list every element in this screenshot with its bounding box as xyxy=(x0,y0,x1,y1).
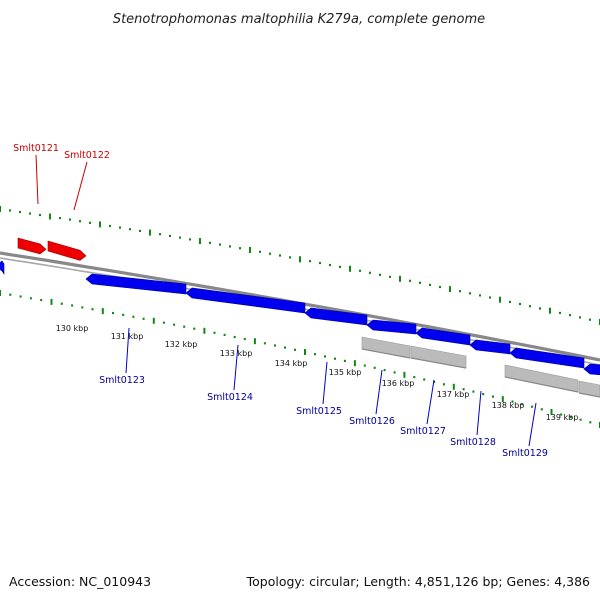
map-title: Stenotrophomonas maltophilia K279a, comp… xyxy=(113,12,485,27)
rna-feature-block xyxy=(361,336,411,359)
gene-label-smlt0125: Smlt0125 xyxy=(296,406,342,417)
feature-track xyxy=(0,237,600,398)
gene-label-smlt0124: Smlt0124 xyxy=(207,392,253,403)
rna-feature-block xyxy=(504,364,579,393)
gene-leader-line xyxy=(476,390,482,436)
scale-tick-label: 135 kbp xyxy=(329,368,362,377)
gene-label-smlt0129: Smlt0129 xyxy=(502,448,548,459)
label-leader-lines xyxy=(35,154,537,447)
forward-strand-gene-arrow xyxy=(17,237,47,255)
rna-feature-edge xyxy=(410,357,467,369)
rna-feature-edge xyxy=(578,392,600,398)
rna-feature-block xyxy=(410,345,467,369)
scale-tick-label: 137 kbp xyxy=(437,390,470,399)
scale-tick-label: 134 kbp xyxy=(275,359,308,368)
reverse-strand-gene-arrow xyxy=(185,287,306,314)
reverse-strand-gene-arrow xyxy=(469,339,511,355)
rna-feature-edge xyxy=(361,348,411,359)
gene-label-smlt0126: Smlt0126 xyxy=(349,416,395,427)
scale-tick-label: 131 kbp xyxy=(111,332,144,341)
outer-tick-track xyxy=(0,206,600,325)
scale-tick-label: 138 kbp xyxy=(492,401,525,410)
forward-strand-gene-arrow xyxy=(47,240,87,261)
gene-leader-line xyxy=(125,327,130,374)
gene-label-smlt0121: Smlt0121 xyxy=(13,143,59,154)
gene-label-smlt0128: Smlt0128 xyxy=(450,437,496,448)
scale-labels: 130 kbp 131 kbp 132 kbp 133 kbp 134 kbp 135 k… xyxy=(56,324,579,422)
scale-tick-label: 132 kbp xyxy=(165,340,198,349)
gene-leader-line xyxy=(233,344,239,391)
reverse-strand-gene-arrow xyxy=(0,260,5,275)
gene-leader-line xyxy=(322,361,328,405)
reverse-strand-gene-arrow xyxy=(415,327,471,346)
reverse-strand-gene-arrow xyxy=(509,347,585,369)
scale-tick-label: 136 kbp xyxy=(382,379,415,388)
gene-leader-line xyxy=(375,369,383,415)
reverse-strand-gene-arrow xyxy=(366,319,417,335)
gene-labels: Smlt0121 Smlt0122 Smlt0123 Smlt0124 Smlt0125… xyxy=(13,143,548,459)
gene-label-smlt0123: Smlt0123 xyxy=(99,375,145,386)
scale-tick-label: 139 kbp xyxy=(546,413,579,422)
gene-label-smlt0127: Smlt0127 xyxy=(400,426,446,437)
rna-feature-block xyxy=(578,380,600,398)
inner-tick-track xyxy=(0,290,600,428)
genome-summary-text: Topology: circular; Length: 4,851,126 bp… xyxy=(246,574,590,589)
accession-text: Accession: NC_010943 xyxy=(9,574,152,589)
reverse-strand-gene-arrow xyxy=(583,363,600,376)
gene-leader-line xyxy=(73,161,88,211)
reverse-strand-gene-arrow xyxy=(304,307,368,326)
rna-feature-edge xyxy=(504,376,579,393)
gene-label-smlt0122: Smlt0122 xyxy=(64,150,110,161)
gene-leader-line xyxy=(426,379,435,425)
gene-leader-line xyxy=(35,154,39,205)
reverse-strand-gene-arrow xyxy=(85,273,187,295)
scale-tick-label: 133 kbp xyxy=(220,349,253,358)
gene-leader-line xyxy=(528,402,537,447)
scale-tick-label: 130 kbp xyxy=(56,324,89,333)
